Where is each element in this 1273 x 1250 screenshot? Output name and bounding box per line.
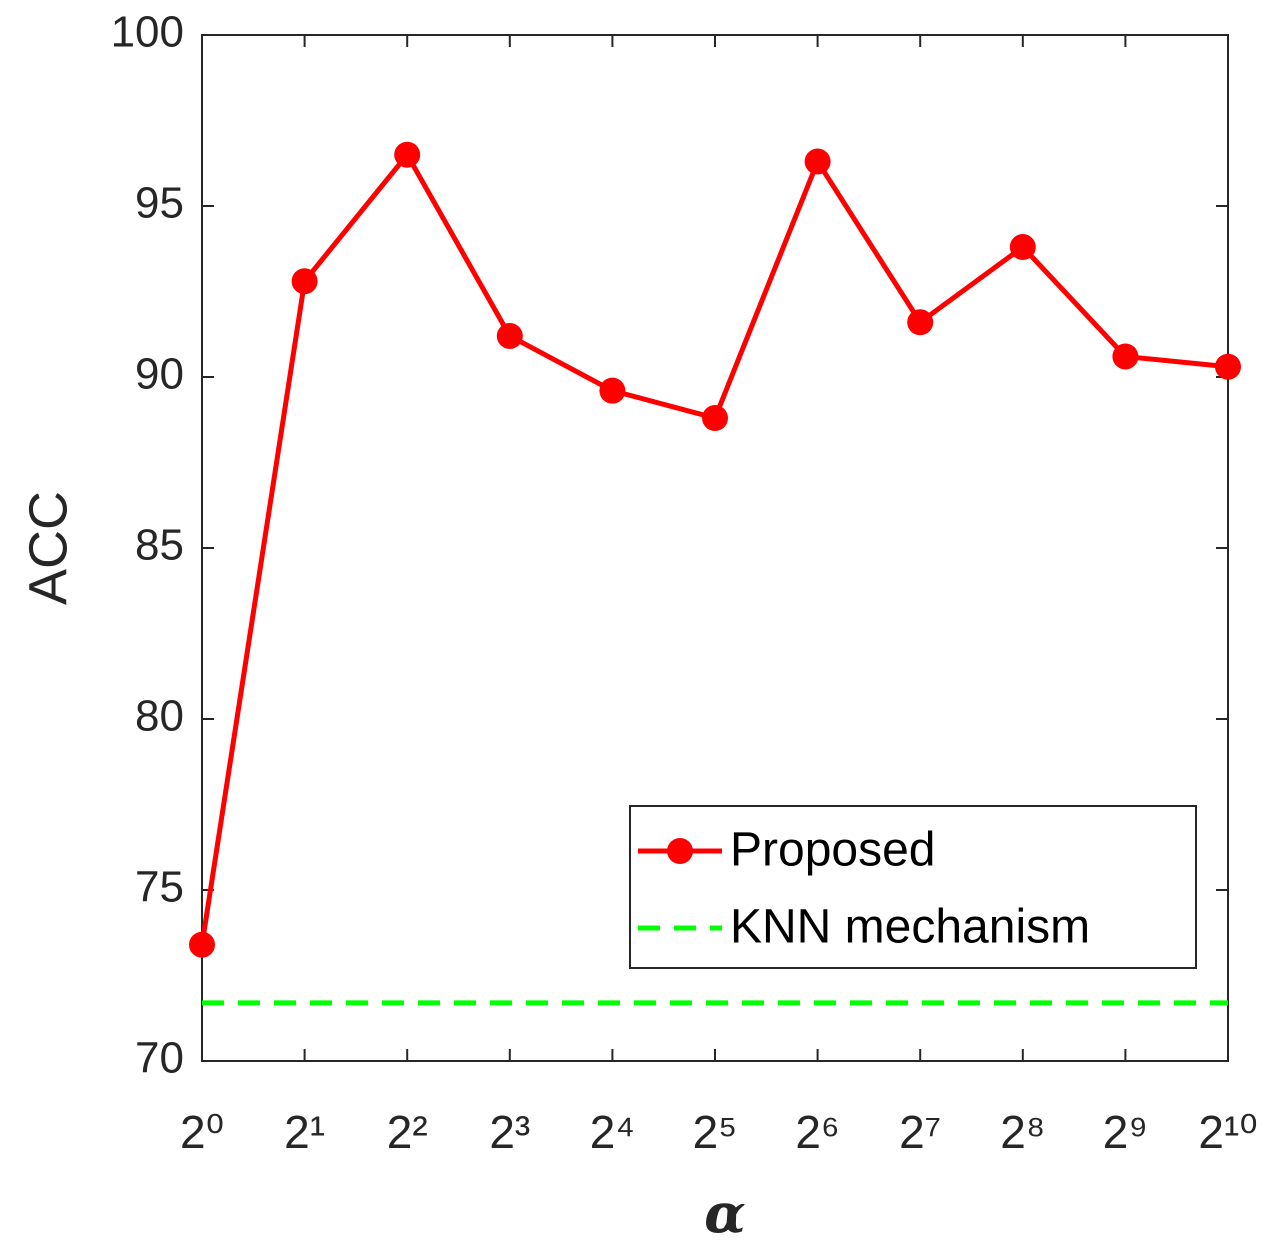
- marker: [907, 309, 934, 336]
- y-axis-label: ACC: [18, 491, 78, 605]
- x-tick-label: 2⁴: [590, 1106, 635, 1158]
- marker: [1215, 353, 1241, 380]
- legend-label: Proposed: [730, 824, 935, 877]
- x-tick-label: 2⁶: [795, 1106, 840, 1158]
- marker: [804, 148, 831, 175]
- x-tick-label: 2⁸: [1000, 1106, 1045, 1158]
- marker: [1009, 234, 1036, 261]
- x-tick-label: 2⁰: [180, 1106, 224, 1158]
- y-tick-label: 100: [111, 8, 184, 57]
- y-tick-label: 80: [135, 692, 184, 741]
- x-tick-label: 2¹⁰: [1198, 1106, 1257, 1158]
- marker: [291, 268, 318, 295]
- x-tick-label: 2⁵: [693, 1106, 738, 1158]
- legend-label: KNN mechanism: [730, 901, 1090, 954]
- y-tick-label: 70: [135, 1034, 184, 1083]
- y-tick-label: 85: [135, 521, 184, 570]
- legend: Proposed KNN mechanism: [629, 805, 1197, 969]
- x-tick-label: 2³: [489, 1106, 530, 1158]
- x-tick-label: 2²: [387, 1106, 428, 1158]
- x-axis-label: α: [704, 1181, 746, 1245]
- marker: [599, 377, 626, 404]
- y-tick-label: 95: [135, 179, 184, 228]
- marker: [394, 141, 421, 168]
- marker: [1112, 343, 1139, 370]
- legend-box: [629, 805, 1197, 969]
- x-tick-label: 2¹: [284, 1106, 325, 1158]
- x-tick-label: 2⁷: [899, 1106, 941, 1158]
- x-tick-label: 2⁹: [1103, 1106, 1148, 1158]
- y-tick-label: 75: [135, 863, 184, 912]
- y-tick-label: 90: [135, 350, 184, 399]
- marker: [496, 322, 523, 349]
- marker: [702, 405, 728, 432]
- marker: [189, 931, 215, 958]
- legend-marker: [667, 838, 693, 864]
